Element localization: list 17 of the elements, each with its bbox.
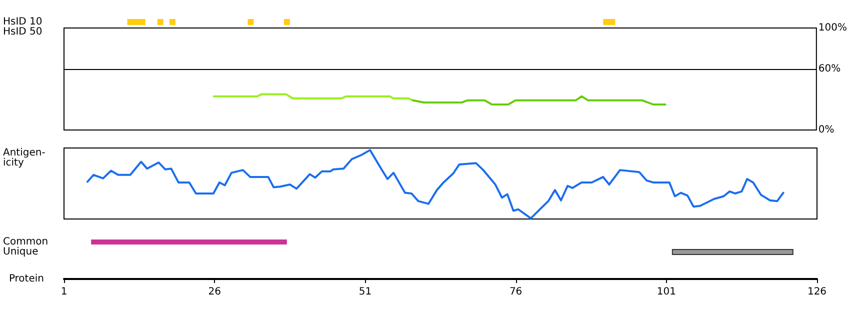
x-tick-label: 26 [208,286,221,298]
x-tick-label: 126 [807,286,827,298]
y-tick-label: Unique [3,246,38,258]
y-tick-label: HsID 50 [3,26,42,38]
y-tick-label: HsID 10 [3,16,42,28]
x-axis-title: Protein [8,274,44,284]
x-tick-label: 101 [656,286,676,298]
x-tick-label: 76 [509,286,522,298]
x-tick-label: 1 [60,286,68,298]
y-tick-label: Common [3,236,48,248]
x-tick-label: 51 [358,286,372,298]
line-series [412,95,666,106]
y-tick-label: 60% [818,63,841,74]
y-tick-label: 0% [818,124,834,136]
y-tick-label: 100% [818,22,848,34]
line-series [212,93,414,102]
y-axis-title: Antigen-icity [3,148,46,168]
